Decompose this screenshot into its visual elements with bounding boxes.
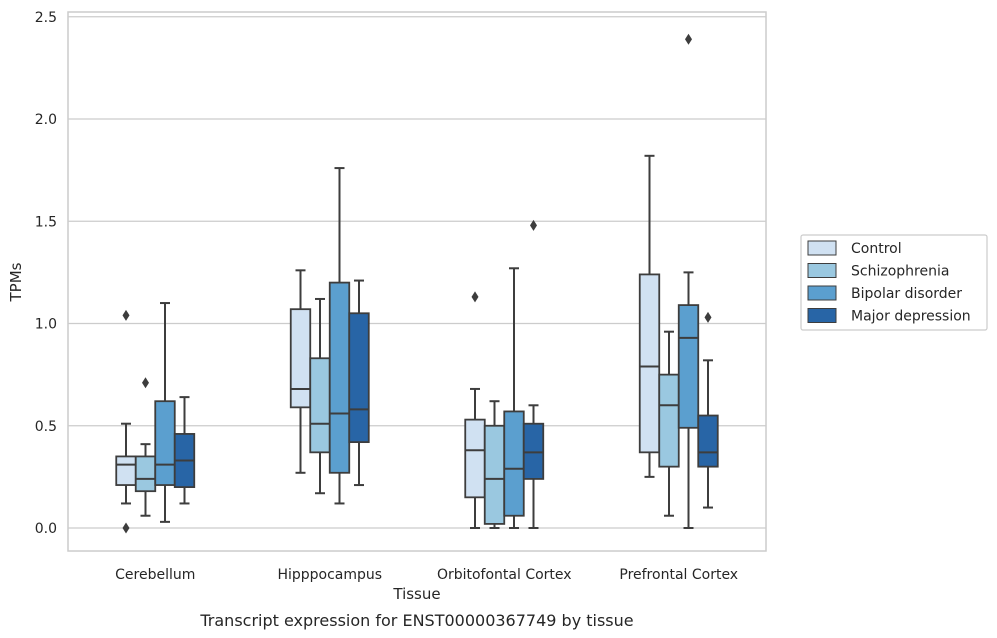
legend: Control Schizophrenia Bipolar disorder Majo… bbox=[800, 234, 988, 331]
box-plot bbox=[522, 219, 545, 529]
box bbox=[309, 357, 331, 454]
x-axis-label: Tissue bbox=[392, 585, 440, 603]
legend-frame bbox=[800, 234, 988, 331]
box bbox=[134, 455, 157, 493]
outlier-point bbox=[685, 33, 692, 45]
box-plots bbox=[115, 33, 719, 534]
legend-swatch bbox=[807, 240, 837, 256]
box-plot bbox=[658, 330, 680, 517]
box bbox=[154, 400, 176, 486]
outlier-point bbox=[142, 377, 149, 389]
legend-label: Schizophrenia bbox=[851, 264, 949, 280]
y-axis-label: TPMs bbox=[7, 262, 25, 302]
plot-frame bbox=[67, 11, 767, 552]
box-plot bbox=[348, 279, 370, 487]
x-tick-label: Orbitofontal Cortex bbox=[437, 567, 572, 583]
legend-swatch bbox=[807, 285, 837, 301]
box-plot bbox=[154, 302, 176, 523]
box bbox=[658, 373, 680, 468]
legend-swatch bbox=[807, 308, 837, 323]
x-tick-label: Cerebellum bbox=[115, 567, 195, 583]
box-plot bbox=[638, 154, 661, 478]
x-tick-labels: Cerebellum Hipppocampus Orbitofontal Corte… bbox=[115, 567, 738, 583]
y-tick-label: 1.5 bbox=[35, 214, 57, 230]
box bbox=[464, 418, 486, 499]
legend-label: Control bbox=[851, 241, 902, 257]
outlier-point bbox=[704, 311, 712, 323]
box-plot bbox=[464, 291, 486, 529]
box bbox=[503, 410, 525, 517]
box bbox=[638, 273, 661, 454]
box-plot bbox=[289, 269, 312, 474]
box bbox=[697, 414, 719, 468]
box bbox=[328, 281, 351, 474]
y-tick-label: 0.0 bbox=[35, 521, 57, 537]
box bbox=[677, 304, 700, 429]
outlier-point bbox=[471, 291, 479, 303]
chart-title: Transcript expression for ENST0000036774… bbox=[199, 611, 633, 630]
box-plot bbox=[309, 297, 331, 495]
legend-label: Bipolar disorder bbox=[851, 286, 962, 302]
x-tick-label: Prefrontal Cortex bbox=[619, 567, 738, 583]
box bbox=[522, 422, 545, 480]
y-tick-label: 2.5 bbox=[35, 10, 57, 26]
box-plot bbox=[115, 309, 137, 534]
legend-label: Major depression bbox=[851, 309, 971, 325]
y-tick-label: 2.0 bbox=[35, 112, 57, 128]
y-tick-label: 0.5 bbox=[35, 419, 57, 435]
outlier-point bbox=[530, 219, 537, 231]
box-plot bbox=[134, 377, 157, 517]
box bbox=[348, 312, 370, 444]
outlier-point bbox=[122, 309, 130, 321]
y-tick-label: 1.0 bbox=[35, 317, 57, 333]
x-tick-label: Hipppocampus bbox=[277, 567, 382, 583]
box-plot bbox=[328, 167, 351, 505]
box bbox=[115, 455, 137, 486]
box-plot bbox=[697, 311, 719, 509]
outlier-point bbox=[122, 522, 130, 534]
legend-swatch bbox=[807, 263, 837, 278]
box-plot bbox=[483, 400, 506, 529]
box bbox=[289, 308, 312, 409]
box-plot bbox=[677, 33, 700, 529]
box bbox=[483, 424, 506, 525]
box-plot bbox=[173, 396, 196, 505]
y-tick-labels: 0.0 0.5 1.0 1.5 2.0 2.5 bbox=[35, 10, 57, 537]
box-plot bbox=[503, 267, 525, 529]
